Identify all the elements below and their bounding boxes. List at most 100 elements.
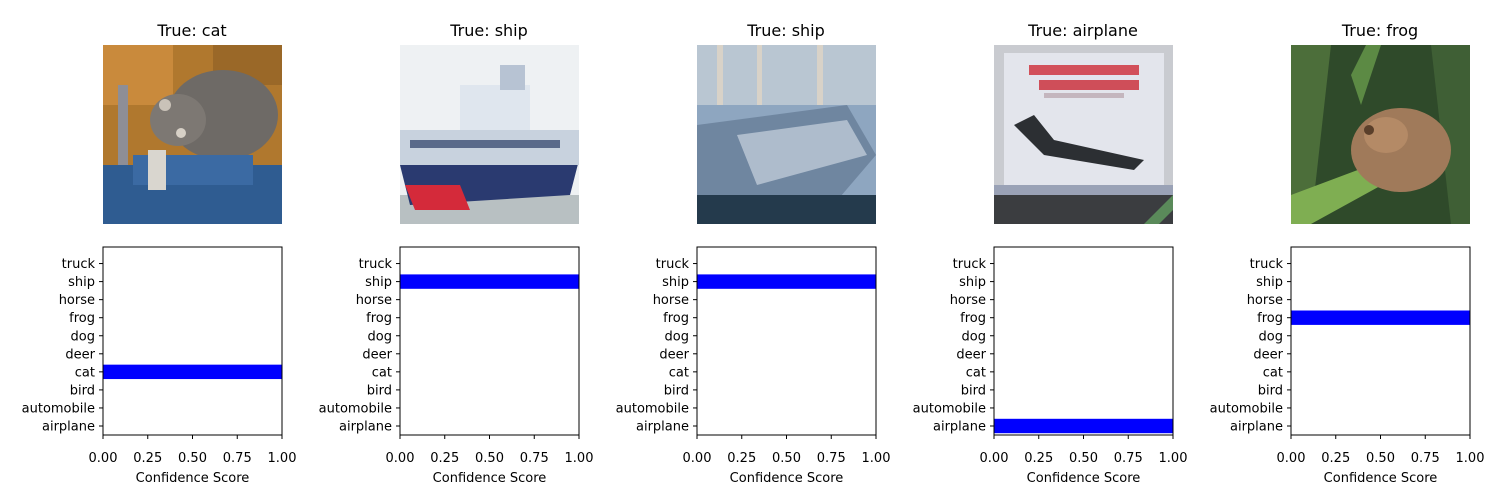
y-tick-label: bird xyxy=(961,383,986,398)
y-tick-label: horse xyxy=(653,293,689,308)
sample-image-ship xyxy=(400,45,579,224)
y-tick-label: bird xyxy=(664,383,689,398)
y-tick-label: deer xyxy=(362,347,392,362)
axes-frame xyxy=(993,246,1174,436)
y-tick-label: airplane xyxy=(636,420,689,435)
bar-frog xyxy=(1291,310,1470,325)
x-tick-label: 0.00 xyxy=(1277,451,1306,466)
sample-image-ship xyxy=(697,45,876,224)
x-tick-label: 0.25 xyxy=(133,451,162,466)
x-axis-label: Confidence Score xyxy=(730,471,844,486)
x-tick-label: 1.00 xyxy=(862,451,891,466)
y-tick-label: frog xyxy=(366,311,392,326)
y-tick-label: dog xyxy=(71,329,95,344)
y-tick-label: horse xyxy=(356,293,392,308)
x-tick-label: 0.50 xyxy=(1069,451,1098,466)
y-tick-label: cat xyxy=(372,365,392,380)
y-tick-label: truck xyxy=(1250,257,1284,272)
y-tick-label: dog xyxy=(368,329,392,344)
y-tick-label: airplane xyxy=(339,420,392,435)
x-axis-label: Confidence Score xyxy=(136,471,250,486)
sample-image-airplane xyxy=(994,45,1173,224)
bar-chart-4: airplane automobile bird cat deer dog frog hors… xyxy=(913,246,1187,486)
sample-image-frog xyxy=(1291,45,1470,224)
y-tick-label: airplane xyxy=(1230,420,1283,435)
y-tick-label: ship xyxy=(662,275,689,290)
x-tick-label: 0.25 xyxy=(1321,451,1350,466)
y-tick-label: frog xyxy=(663,311,689,326)
x-tick-label: 0.00 xyxy=(980,451,1009,466)
x-tick-label: 0.75 xyxy=(1114,451,1143,466)
sample-image-cat xyxy=(103,45,282,224)
chart-panel-2: True: ship airplane automobile bird cat deer… xyxy=(297,0,597,500)
y-tick-label: horse xyxy=(59,293,95,308)
x-tick-label: 0.50 xyxy=(475,451,504,466)
y-tick-label: truck xyxy=(359,257,393,272)
x-tick-label: 0.75 xyxy=(1411,451,1440,466)
y-tick-label: deer xyxy=(659,347,689,362)
bar-cat xyxy=(103,364,282,380)
x-tick-label: 1.00 xyxy=(565,451,594,466)
chart-panel-4: True: airplane airplane automobile bird cat… xyxy=(891,0,1191,500)
panel-title: True: ship xyxy=(450,21,528,40)
x-tick-label: 0.00 xyxy=(683,451,712,466)
y-tick-label: bird xyxy=(1258,383,1283,398)
y-tick-label: frog xyxy=(69,311,95,326)
x-tick-label: 0.75 xyxy=(817,451,846,466)
y-tick-label: ship xyxy=(959,275,986,290)
y-tick-label: horse xyxy=(1247,293,1283,308)
y-tick-label: cat xyxy=(75,365,95,380)
panel-title: True: airplane xyxy=(1028,21,1138,40)
y-tick-label: automobile xyxy=(616,401,689,416)
x-tick-label: 1.00 xyxy=(1456,451,1485,466)
bar-chart-3: airplane automobile bird cat deer dog frog hors… xyxy=(616,246,891,486)
x-tick-label: 0.25 xyxy=(727,451,756,466)
y-tick-label: bird xyxy=(367,383,392,398)
panel-title: True: ship xyxy=(747,21,825,40)
bar-chart-2: airplane automobile bird cat deer dog frog hors… xyxy=(319,246,594,486)
y-tick-label: dog xyxy=(962,329,986,344)
chart-panel-1: True: cat airplane automobile bird cat deer d… xyxy=(0,0,300,500)
chart-panel-5: True: frog airplane automobile bird cat deer… xyxy=(1188,0,1488,500)
x-tick-label: 0.75 xyxy=(223,451,252,466)
y-tick-label: cat xyxy=(966,365,986,380)
y-tick-label: cat xyxy=(1263,365,1283,380)
y-tick-label: ship xyxy=(365,275,392,290)
x-axis-label: Confidence Score xyxy=(1027,471,1141,486)
x-tick-label: 0.00 xyxy=(89,451,118,466)
x-axis-label: Confidence Score xyxy=(433,471,547,486)
y-tick-label: horse xyxy=(950,293,986,308)
x-tick-label: 0.50 xyxy=(1366,451,1395,466)
x-tick-label: 0.25 xyxy=(1024,451,1053,466)
y-tick-label: automobile xyxy=(319,401,392,416)
y-tick-label: frog xyxy=(1257,311,1283,326)
x-tick-label: 0.00 xyxy=(386,451,415,466)
bar-chart-1: airplane automobile bird cat deer dog frog hors… xyxy=(22,246,297,486)
y-tick-label: truck xyxy=(656,257,690,272)
x-tick-label: 0.50 xyxy=(178,451,207,466)
x-tick-label: 0.50 xyxy=(772,451,801,466)
y-tick-label: airplane xyxy=(933,420,986,435)
y-tick-label: frog xyxy=(960,311,986,326)
x-tick-label: 0.25 xyxy=(430,451,459,466)
bar-chart-5: airplane automobile bird cat deer dog frog hors… xyxy=(1210,246,1485,486)
axes-frame xyxy=(102,246,283,436)
y-tick-label: deer xyxy=(65,347,95,362)
y-tick-label: deer xyxy=(1253,347,1283,362)
x-tick-label: 0.75 xyxy=(520,451,549,466)
bar-ship xyxy=(400,274,579,289)
y-tick-label: automobile xyxy=(22,401,95,416)
bar-ship xyxy=(697,274,876,289)
y-tick-label: deer xyxy=(956,347,986,362)
y-tick-label: automobile xyxy=(1210,401,1283,416)
y-tick-label: dog xyxy=(665,329,689,344)
y-tick-label: ship xyxy=(1256,275,1283,290)
y-tick-label: truck xyxy=(953,257,987,272)
y-tick-label: airplane xyxy=(42,420,95,435)
y-tick-label: ship xyxy=(68,275,95,290)
y-tick-label: automobile xyxy=(913,401,986,416)
panel-title: True: frog xyxy=(1341,21,1419,40)
axes-frame xyxy=(1290,246,1471,436)
x-tick-label: 1.00 xyxy=(268,451,297,466)
panel-title: True: cat xyxy=(157,21,227,40)
